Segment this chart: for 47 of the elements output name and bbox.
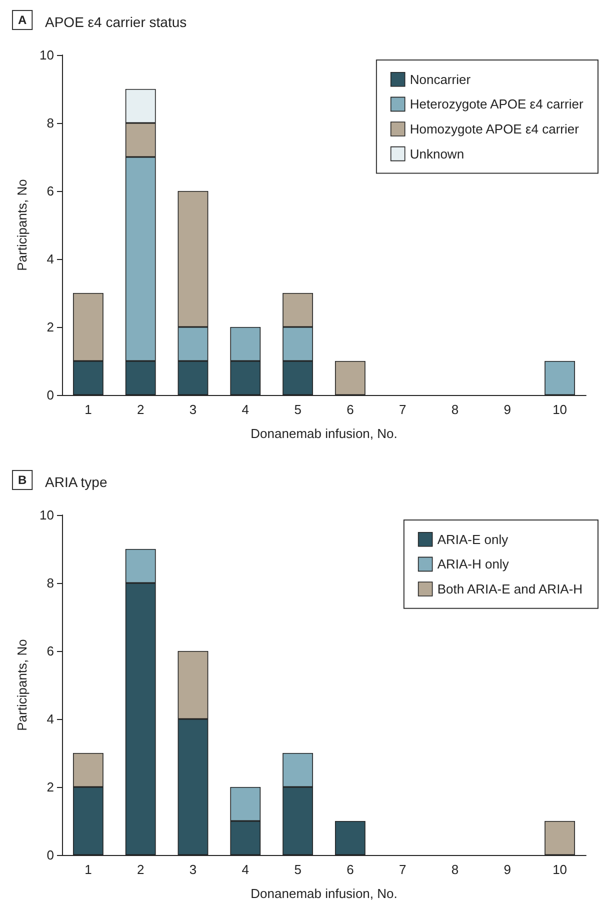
y-axis-title: Participants, No bbox=[14, 179, 30, 271]
y-axis-title: Participants, No bbox=[14, 639, 30, 731]
text: B bbox=[18, 473, 27, 487]
legend-label: Homozygote APOE ε4 carrier bbox=[410, 122, 580, 136]
x-tick-label: 4 bbox=[242, 862, 250, 877]
x-tick-label: 1 bbox=[84, 862, 92, 877]
y-tick-label: 4 bbox=[46, 252, 54, 266]
y-tick-label: 2 bbox=[46, 780, 54, 794]
x-tick-label: 1 bbox=[84, 402, 92, 417]
y-tick-label: 6 bbox=[46, 184, 54, 198]
x-tick-label: 6 bbox=[346, 402, 354, 417]
x-tick-label: 10 bbox=[552, 862, 568, 877]
text: A bbox=[18, 13, 27, 27]
x-tick-label: 9 bbox=[504, 402, 512, 417]
x-tick-label: 7 bbox=[398, 402, 406, 417]
x-tick-label: 5 bbox=[294, 402, 302, 417]
legend-label: Unknown bbox=[410, 146, 464, 162]
x-tick-label: 4 bbox=[242, 402, 250, 417]
legend-label: Heterozygote APOE ε4 carrier bbox=[410, 96, 584, 112]
x-tick-label: 3 bbox=[189, 862, 197, 877]
x-tick-label: 2 bbox=[136, 402, 144, 417]
y-tick-label: 10 bbox=[40, 508, 54, 522]
y-tick-label: 0 bbox=[46, 848, 54, 862]
x-tick-label: 7 bbox=[398, 862, 406, 877]
x-axis-title: Donanemab infusion, No. bbox=[250, 886, 398, 901]
y-tick-label: 0 bbox=[46, 388, 54, 402]
y-tick-label: 8 bbox=[46, 576, 54, 590]
legend-label: ARIA-E only bbox=[437, 532, 509, 547]
y-tick-label: 4 bbox=[46, 712, 54, 726]
y-tick-label: 10 bbox=[40, 48, 54, 62]
x-axis-title: Donanemab infusion, No. bbox=[250, 426, 398, 441]
chart-title: ARIA type bbox=[45, 474, 108, 490]
x-tick-label: 2 bbox=[136, 862, 144, 877]
y-tick-label: 2 bbox=[46, 320, 54, 334]
y-tick-label: 8 bbox=[46, 116, 54, 130]
legend-label: Both ARIA-E and ARIA-H bbox=[437, 582, 583, 596]
legend-label: Noncarrier bbox=[410, 72, 472, 87]
legend-label: ARIA-H only bbox=[437, 556, 510, 572]
x-tick-label: 5 bbox=[294, 862, 302, 877]
chart-title: APOE ε4 carrier status bbox=[45, 14, 187, 30]
x-tick-label: 3 bbox=[189, 402, 197, 417]
x-tick-label: 10 bbox=[552, 402, 568, 417]
x-tick-label: 8 bbox=[451, 402, 459, 417]
x-tick-label: 8 bbox=[451, 862, 459, 877]
x-tick-label: 6 bbox=[346, 862, 354, 877]
y-tick-label: 6 bbox=[46, 644, 54, 658]
x-tick-label: 9 bbox=[504, 862, 512, 877]
